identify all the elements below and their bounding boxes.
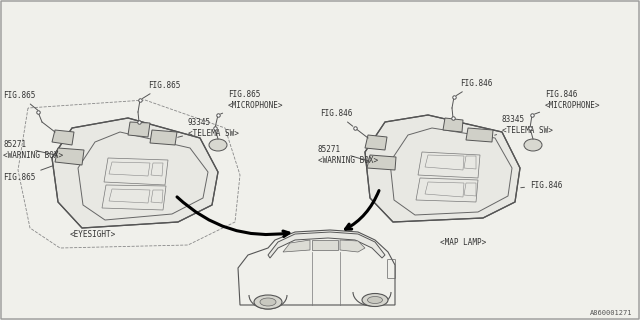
Polygon shape: [466, 128, 493, 142]
Text: FIG.846: FIG.846: [521, 180, 563, 189]
Ellipse shape: [254, 295, 282, 309]
Polygon shape: [365, 135, 387, 150]
Polygon shape: [52, 118, 218, 228]
Text: FIG.846
<MICROPHONE>: FIG.846 <MICROPHONE>: [534, 90, 600, 114]
Ellipse shape: [524, 139, 542, 151]
Polygon shape: [150, 130, 177, 145]
Text: <EYESIGHT>: <EYESIGHT>: [70, 230, 116, 239]
FancyArrowPatch shape: [177, 197, 289, 236]
Text: 83345
<TELEMA SW>: 83345 <TELEMA SW>: [495, 115, 553, 135]
Text: 93345
<TELEMA SW>: 93345 <TELEMA SW>: [178, 118, 239, 138]
Polygon shape: [52, 130, 74, 145]
Ellipse shape: [260, 298, 276, 306]
Polygon shape: [55, 148, 84, 165]
FancyArrowPatch shape: [346, 191, 379, 229]
Text: A860001271: A860001271: [589, 310, 632, 316]
Text: FIG.865
<MICROPHONE>: FIG.865 <MICROPHONE>: [221, 90, 284, 114]
Polygon shape: [365, 115, 520, 222]
Text: 85271
<WARNING BOX>: 85271 <WARNING BOX>: [3, 140, 63, 160]
Text: FIG.865: FIG.865: [142, 81, 180, 99]
Text: FIG.846: FIG.846: [456, 78, 492, 95]
Text: <MAP LAMP>: <MAP LAMP>: [440, 238, 486, 247]
Polygon shape: [367, 155, 396, 170]
Polygon shape: [340, 240, 365, 252]
Polygon shape: [443, 118, 463, 132]
Polygon shape: [238, 230, 395, 305]
Polygon shape: [283, 240, 310, 252]
Ellipse shape: [367, 297, 383, 303]
Ellipse shape: [209, 139, 227, 151]
Text: 85271
<WARNING BOX>: 85271 <WARNING BOX>: [318, 145, 378, 165]
Text: FIG.865: FIG.865: [3, 166, 52, 182]
Text: FIG.846: FIG.846: [320, 108, 353, 126]
Polygon shape: [128, 122, 150, 137]
Text: FIG.865: FIG.865: [3, 91, 38, 110]
Ellipse shape: [362, 293, 388, 307]
Polygon shape: [312, 240, 338, 250]
Polygon shape: [268, 232, 385, 258]
